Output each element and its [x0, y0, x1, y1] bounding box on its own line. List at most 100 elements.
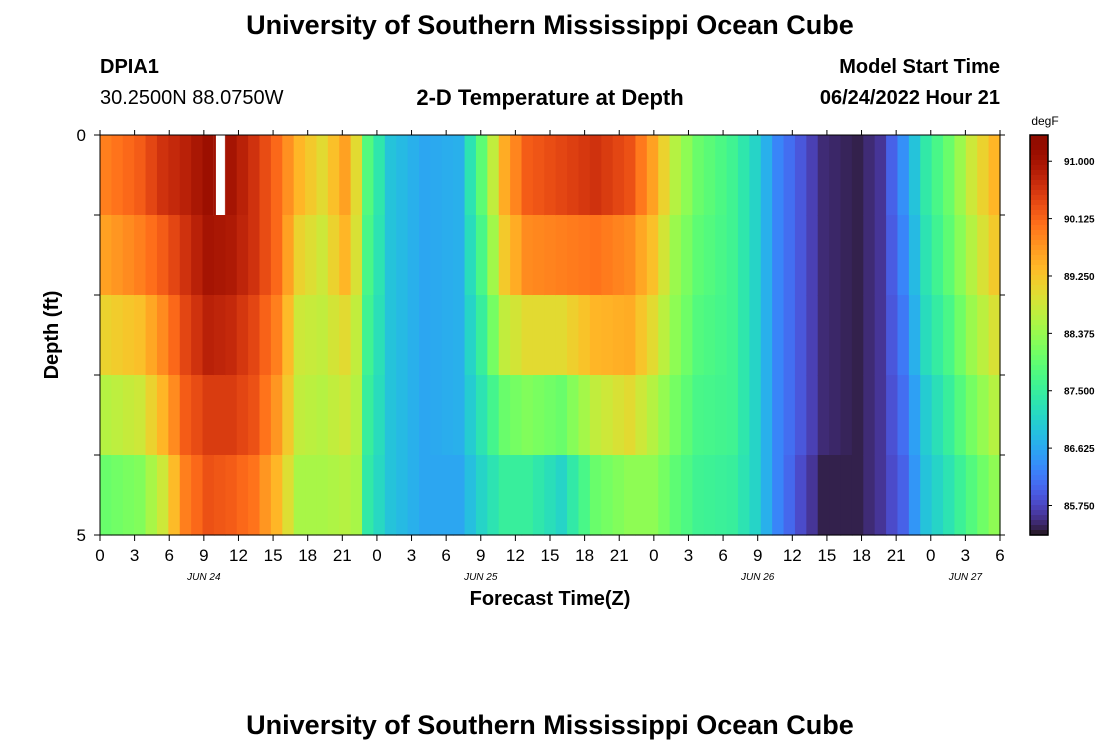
colorbar-segment — [1030, 380, 1048, 386]
colorbar-segment — [1030, 525, 1048, 531]
x-tick-label: 0 — [649, 546, 658, 565]
colorbar-segment — [1030, 290, 1048, 296]
heatmap-cell — [111, 135, 124, 216]
heatmap-cell — [225, 135, 238, 216]
heatmap-cell — [248, 295, 261, 376]
heatmap-cell — [681, 135, 693, 216]
heatmap-cell — [475, 375, 488, 456]
heatmap-cell — [988, 455, 1001, 536]
heatmap-cell — [897, 375, 910, 456]
heatmap-cell — [772, 135, 785, 216]
heatmap-cell — [726, 375, 739, 456]
heatmap-cell — [544, 375, 557, 456]
heatmap-cell — [863, 455, 876, 536]
x-tick-label: 18 — [298, 546, 317, 565]
heatmap-cell — [441, 135, 454, 216]
heatmap-cell — [567, 215, 580, 296]
heatmap-cell — [612, 215, 625, 296]
heatmap-cell — [179, 295, 192, 376]
colorbar-tick-label: 91.000 — [1064, 157, 1095, 168]
heatmap-cell — [236, 215, 249, 296]
heatmap-cell — [589, 215, 602, 296]
heatmap-cell — [134, 135, 147, 216]
missing-data-gap — [215, 135, 225, 215]
heatmap-cell — [794, 375, 807, 456]
heatmap-cell — [236, 135, 249, 216]
heatmap-cell — [305, 135, 318, 216]
colorbar-segment — [1030, 335, 1048, 341]
heatmap-cell — [339, 135, 352, 216]
heatmap-cell — [544, 215, 557, 296]
heatmap-cell — [783, 375, 796, 456]
heatmap-cell — [965, 135, 978, 216]
heatmap-cell — [259, 295, 272, 376]
heatmap-cell — [441, 375, 454, 456]
x-tick-label: 12 — [506, 546, 525, 565]
heatmap-cell — [475, 135, 488, 216]
heatmap-cell — [248, 215, 261, 296]
heatmap-cell — [931, 215, 944, 296]
heatmap-cell — [384, 375, 397, 456]
heatmap-cell — [270, 455, 283, 536]
x-tick-label: 6 — [441, 546, 450, 565]
x-tick-label: 15 — [817, 546, 836, 565]
colorbar-segment — [1030, 360, 1048, 366]
heatmap-cell — [760, 295, 773, 376]
x-axis-ticks: 0 3 6 9 12 15 18 21 0 3 6 9 12 15 18 21 0 3 6 9 12 15 18 21 0 3 6 J… — [95, 130, 1005, 583]
colorbar-segment — [1030, 295, 1048, 301]
heatmap-cell — [635, 295, 648, 376]
heatmap-cell — [851, 135, 864, 216]
heatmap-cell — [453, 455, 466, 536]
heatmap-cell — [464, 135, 477, 216]
heatmap-cell — [532, 295, 545, 376]
heatmap-cell — [122, 295, 135, 376]
x-tick-label: 18 — [575, 546, 594, 565]
heatmap-cell — [498, 375, 511, 456]
heatmap-cell — [213, 295, 226, 376]
colorbar-segment — [1030, 450, 1048, 456]
heatmap-cell — [179, 455, 192, 536]
heatmap-cell — [327, 215, 340, 296]
heatmap-cell — [510, 215, 523, 296]
heatmap-cell — [726, 455, 739, 536]
heatmap-cell — [407, 295, 420, 376]
heatmap-cell — [897, 455, 910, 536]
heatmap-cell — [965, 375, 978, 456]
heatmap-cell — [943, 455, 956, 536]
heatmap-cell — [111, 375, 124, 456]
heatmap-cell — [669, 215, 682, 296]
heatmap-cell — [384, 135, 397, 216]
heatmap-cell — [760, 135, 773, 216]
colorbar-segment — [1030, 370, 1048, 376]
heatmap-cell — [430, 135, 443, 216]
x-tick-label: 18 — [852, 546, 871, 565]
colorbar-segment — [1030, 135, 1048, 141]
heatmap-cell — [772, 375, 785, 456]
heatmap-cell — [783, 455, 796, 536]
heatmap-cell — [270, 135, 283, 216]
heatmap-cell — [749, 375, 762, 456]
heatmap-cell — [920, 215, 933, 296]
heatmap-cell — [145, 295, 158, 376]
heatmap-cell — [977, 375, 990, 456]
heatmap-cell — [954, 375, 967, 456]
heatmap-cell — [168, 215, 181, 296]
heatmap-cell — [578, 455, 591, 536]
colorbar-segment — [1030, 260, 1048, 266]
colorbar-tick-label: 90.125 — [1064, 215, 1095, 226]
heatmap-cell — [624, 295, 637, 376]
colorbar-segment — [1030, 275, 1048, 281]
heatmap-cell — [305, 295, 318, 376]
heatmap-cell — [475, 295, 488, 376]
heatmap-cell — [111, 455, 124, 536]
heatmap-cell — [327, 455, 340, 536]
heatmap-cell — [305, 215, 318, 296]
heatmap-cell — [259, 215, 272, 296]
heatmap-cell — [737, 295, 750, 376]
heatmap-cell — [897, 135, 910, 216]
colorbar-segment — [1030, 280, 1048, 286]
colorbar-segment — [1030, 480, 1048, 486]
colorbar-frame — [1029, 134, 1049, 536]
colorbar-segment — [1030, 195, 1048, 201]
heatmap-cell — [487, 455, 500, 536]
